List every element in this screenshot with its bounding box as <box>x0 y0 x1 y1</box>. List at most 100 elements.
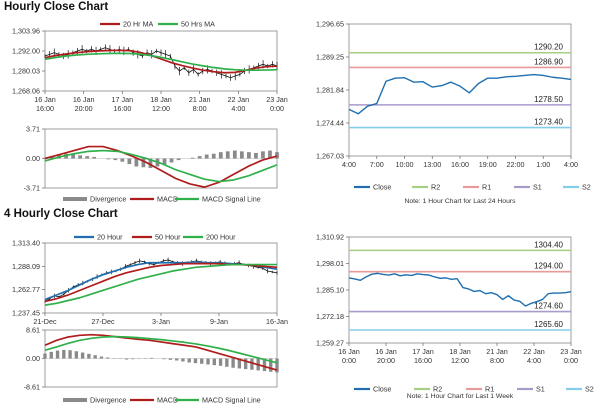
legend-label: MACD <box>157 396 178 405</box>
divergence-bar <box>231 358 235 368</box>
legend-label: R1 <box>482 183 491 192</box>
x-tick-label: 16:00 <box>451 160 469 169</box>
legend-label: R1 <box>485 385 494 394</box>
series-line-macd <box>44 333 278 371</box>
legend-label: 20 Hour <box>97 233 123 242</box>
divergence-bar <box>250 358 254 370</box>
divergence-bar <box>211 153 216 159</box>
plot-frame <box>44 30 278 92</box>
y-tick-label: 1,267.03 <box>316 152 344 161</box>
x-tick-label: 13:00 <box>423 160 441 169</box>
y-tick-label: 1,313.40 <box>12 239 40 248</box>
y-tick-label: 1,274.44 <box>316 119 344 128</box>
divergence-bar <box>225 358 229 367</box>
y-tick-label: 1,272.18 <box>316 312 344 321</box>
series-line-close <box>348 73 572 115</box>
divergence-bar <box>190 157 195 159</box>
series-line-macd-signal-line <box>44 335 278 364</box>
hourly-section-title: Hourly Close Chart <box>4 1 109 13</box>
divergence-bar <box>131 358 135 360</box>
level-label-r1: 1286.90 <box>534 57 563 66</box>
legend-label: Divergence <box>90 396 126 405</box>
divergence-bar <box>204 154 209 159</box>
divergence-bar <box>55 350 60 359</box>
chart-h4_right: 1,310.92 1,298.01 1,285.10 1,272.18 1,259.27… <box>316 233 594 401</box>
divergence-bar <box>275 152 279 159</box>
x-tick-label: 4:00 <box>342 160 356 169</box>
legend-label: S1 <box>533 183 542 192</box>
series-line-20-hr-ma <box>44 49 278 74</box>
divergence-bar <box>247 152 251 159</box>
divergence-bar <box>193 358 198 364</box>
level-label-s1: 1278.50 <box>534 95 563 104</box>
x-tick-label: 17 Jan 16:00 <box>112 95 134 113</box>
divergence-bar <box>225 151 230 159</box>
level-label-s1: 1274.60 <box>534 302 563 311</box>
x-tick-label: 4:00 <box>564 160 578 169</box>
series-line-close <box>348 272 572 307</box>
divergence-bar <box>169 158 174 163</box>
divergence-bar <box>243 358 248 370</box>
y-tick-label: 1,259.27 <box>316 339 344 348</box>
divergence-bar <box>85 156 90 159</box>
legend-label: Close <box>373 183 391 192</box>
x-tick-label: 18 Jan 12:00 <box>150 95 172 113</box>
divergence-bar <box>92 156 97 159</box>
divergence-bar <box>269 358 273 372</box>
y-tick-label: 1,237.45 <box>12 309 40 318</box>
series-line-20-hour <box>44 260 278 301</box>
divergence-bar <box>113 158 118 161</box>
divergence-bar <box>120 158 125 162</box>
divergence-bar <box>80 352 85 359</box>
divergence-bar <box>49 351 53 359</box>
divergence-bar <box>176 158 181 161</box>
y-tick-label: 0.00 <box>26 154 40 163</box>
x-tick-label: 22 Jan 4:00 <box>228 95 250 113</box>
legend-label: S1 <box>536 385 545 394</box>
legend-label: MACD Signal Line <box>202 195 261 204</box>
level-label-r2: 1304.40 <box>534 240 563 249</box>
level-label-r2: 1290.20 <box>534 43 563 52</box>
series-line-200-hour <box>44 263 277 306</box>
x-tick-label: 23 Jan 0:00 <box>266 95 288 113</box>
y-tick-label: 1,289.25 <box>316 53 344 62</box>
divergence-bar <box>197 156 202 159</box>
y-tick-label: 1,298.01 <box>316 259 344 268</box>
x-tick-label: 10:00 <box>396 160 414 169</box>
divergence-bar <box>134 158 139 167</box>
divergence-bar <box>127 158 132 165</box>
y-tick-label: 1,296.65 <box>316 20 344 29</box>
x-tick-label: 17 Jan 16:00 <box>412 347 434 365</box>
divergence-bar <box>268 150 272 159</box>
y-tick-label: 0.00 <box>26 354 40 363</box>
x-tick-label: 7:00 <box>370 160 384 169</box>
chart-h4_macd: 8.61 0.00 -8.61 Divergence MACD MACD Signal L… <box>24 326 279 405</box>
divergence-bar <box>43 353 47 359</box>
legend-label: R2 <box>433 385 442 394</box>
y-tick-label: 1,262.77 <box>12 285 40 294</box>
divergence-bar <box>206 358 210 365</box>
y-tick-label: 1,310.92 <box>316 233 344 242</box>
x-tick-label: 22:00 <box>507 160 525 169</box>
divergence-bar <box>232 150 237 159</box>
y-tick-label: 1,280.03 <box>12 67 40 76</box>
divergence-bar <box>212 358 216 366</box>
chart-note: Note: 1 Hour Chart for Last 1 Week <box>407 393 514 400</box>
y-tick-label: 1,281.84 <box>316 86 344 95</box>
x-tick-label: 27-Dec <box>91 317 115 326</box>
legend-label: 50 Hrs MA <box>181 20 215 29</box>
legend-label: S2 <box>582 183 591 192</box>
divergence-bar <box>149 357 154 359</box>
divergence-bar <box>141 158 146 168</box>
divergence-bar <box>200 358 204 364</box>
divergence-bar <box>62 349 66 359</box>
x-tick-label: 16 Jan 16:00 <box>34 95 56 113</box>
divergence-bar <box>187 358 191 363</box>
divergence-bar <box>106 158 111 160</box>
legend-label: Close <box>373 385 391 394</box>
x-tick-label: 18 Jan 12:00 <box>449 347 471 365</box>
y-tick-label: 1,268.06 <box>12 87 40 96</box>
series-line-macd <box>44 145 278 188</box>
